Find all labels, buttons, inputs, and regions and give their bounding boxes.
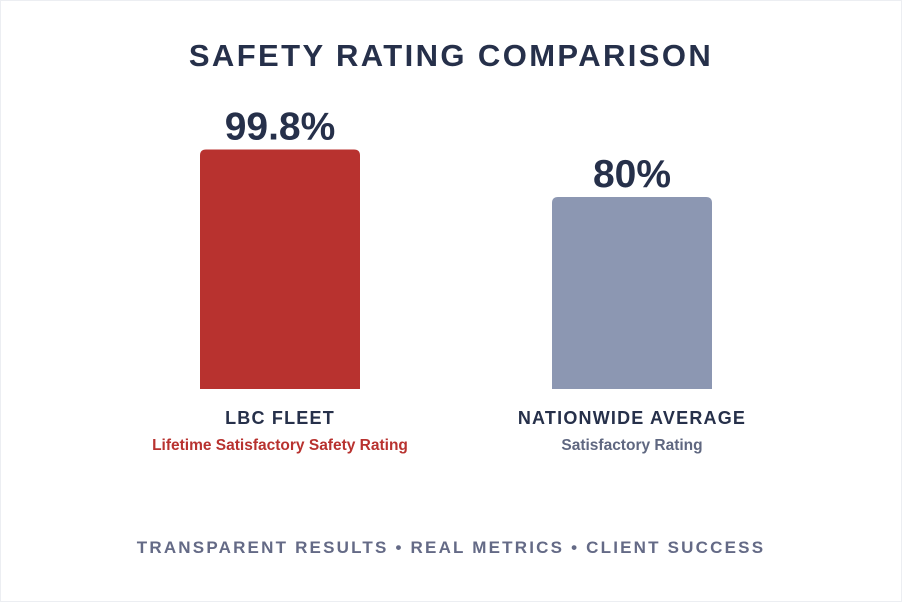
chart-title: SAFETY RATING COMPARISON [188,38,714,73]
value-label-lbc-fleet: 99.8% [225,105,336,148]
category-subtitle-lbc-fleet: Lifetime Satisfactory Safety Rating [152,437,408,454]
category-subtitle-nationwide-average: Satisfactory Rating [561,437,703,454]
category-label-nationwide-average: NATIONWIDE AVERAGE [517,408,747,428]
bar-nationwide-average [552,197,712,389]
footer-tagline: TRANSPARENT RESULTS • REAL METRICS • CLI… [136,538,766,557]
category-label-lbc-fleet: LBC FLEET [225,408,335,428]
value-label-nationwide-average: 80% [593,153,671,196]
bar-lbc-fleet [200,149,360,389]
